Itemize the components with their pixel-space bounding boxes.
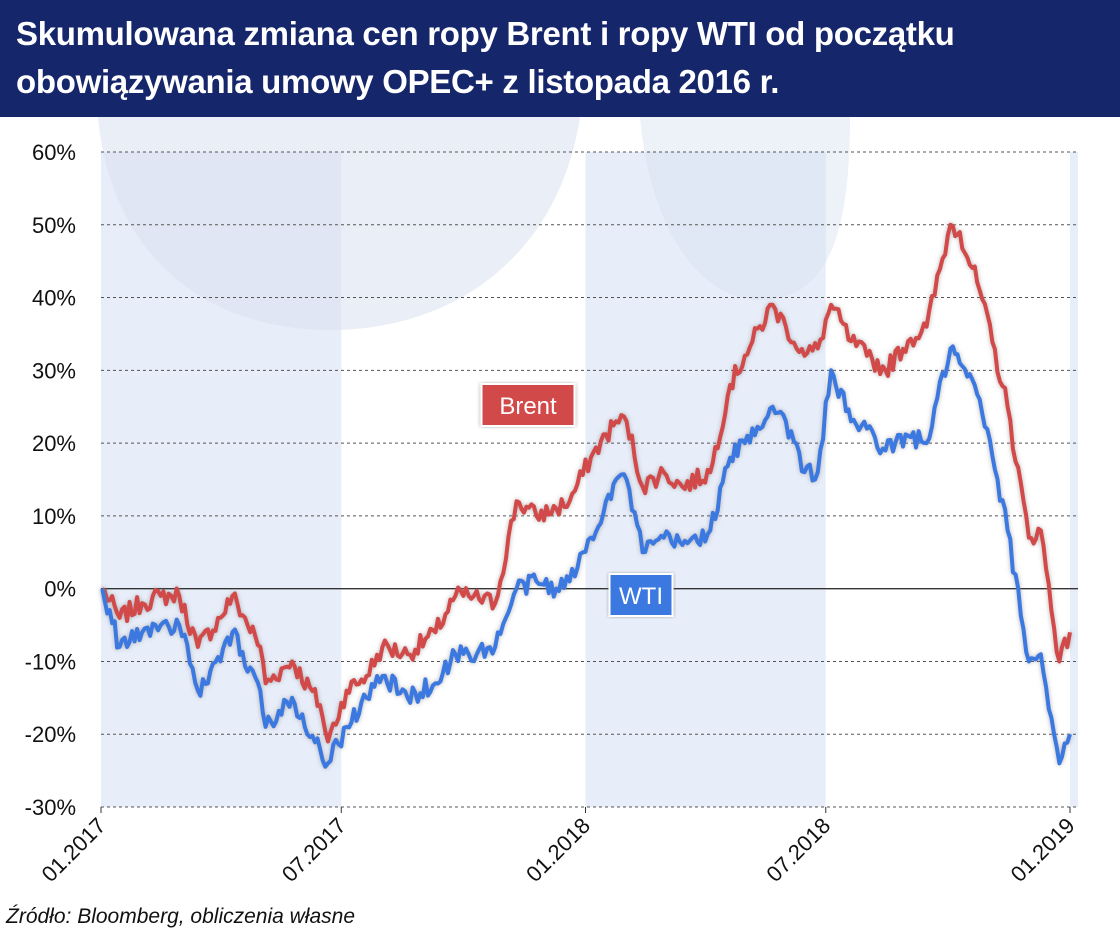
y-tick-label: 60% <box>32 140 76 165</box>
series-lines <box>100 222 1072 769</box>
series-labels: Brent WTI <box>480 383 674 617</box>
x-tick-label: 01.2018 <box>521 813 595 887</box>
watermark-logo <box>98 117 850 330</box>
title-bar: Skumulowana zmiana cen ropy Brent i ropy… <box>0 0 1120 117</box>
y-tick-label: 40% <box>32 286 76 311</box>
series-line-brent <box>100 222 1072 744</box>
chart-title: Skumulowana zmiana cen ropy Brent i ropy… <box>16 15 955 100</box>
y-tick-label: 20% <box>32 431 76 456</box>
series-label-box <box>480 383 576 427</box>
x-tick-label: 01.2019 <box>1006 813 1080 887</box>
series-line-wti <box>100 344 1072 769</box>
line-chart: 60% 50% 40% 30% 20% 10% 0% -10% -20% -30% 01.2017… <box>25 117 1080 887</box>
y-axis: 60% 50% 40% 30% 20% 10% 0% -10% -20% -30% <box>25 140 76 820</box>
series-label-wti: WTI <box>619 583 663 610</box>
y-tick-label: -20% <box>25 722 76 747</box>
y-tick-label: -10% <box>25 649 76 674</box>
y-tick-label: 30% <box>32 358 76 383</box>
y-tick-label: 50% <box>32 213 76 238</box>
x-axis: 01.2017 07.2017 01.2018 07.2018 01.2019 <box>37 807 1080 887</box>
x-tick-label: 07.2017 <box>277 813 351 887</box>
x-tick-label: 07.2018 <box>761 813 835 887</box>
y-tick-label: 0% <box>44 577 76 602</box>
gridlines <box>101 151 1078 808</box>
x-tick-label: 01.2017 <box>37 813 111 887</box>
watermark-shape <box>640 117 850 300</box>
watermark-shape <box>98 117 580 330</box>
period-band <box>1070 152 1078 807</box>
series-label-brent: Brent <box>499 393 557 420</box>
y-tick-label: -30% <box>25 795 76 820</box>
y-tick-label: 10% <box>32 504 76 529</box>
series-label-box <box>608 573 674 617</box>
source-note: Źródło: Bloomberg, obliczenia własne <box>6 905 356 928</box>
